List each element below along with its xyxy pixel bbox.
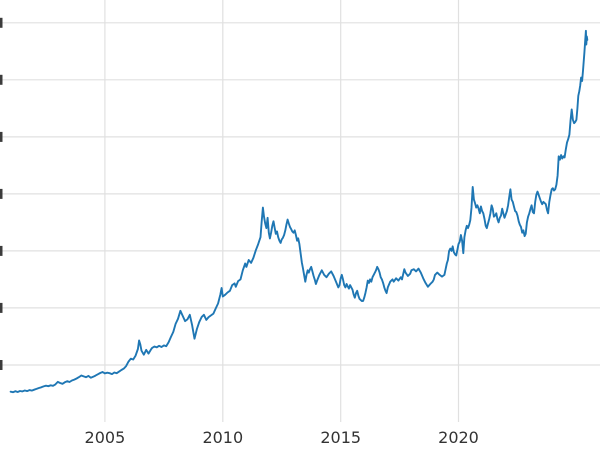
- price-series-line: [9, 29, 589, 394]
- y-tick-label-fragment: [0, 188, 3, 199]
- x-tick-label: 2010: [202, 428, 243, 447]
- x-tick-label: 2005: [85, 428, 126, 447]
- y-tick-label-fragment: [0, 131, 3, 142]
- y-tick-label-fragment: [0, 17, 3, 28]
- y-tick-label-fragment: [0, 302, 3, 313]
- y-tick-label-fragment: [0, 245, 3, 256]
- x-tick-label: 2020: [438, 428, 479, 447]
- y-tick-label-fragment: [0, 360, 3, 370]
- x-tick-label: 2015: [320, 428, 361, 447]
- y-tick-label-fragment: [0, 74, 3, 85]
